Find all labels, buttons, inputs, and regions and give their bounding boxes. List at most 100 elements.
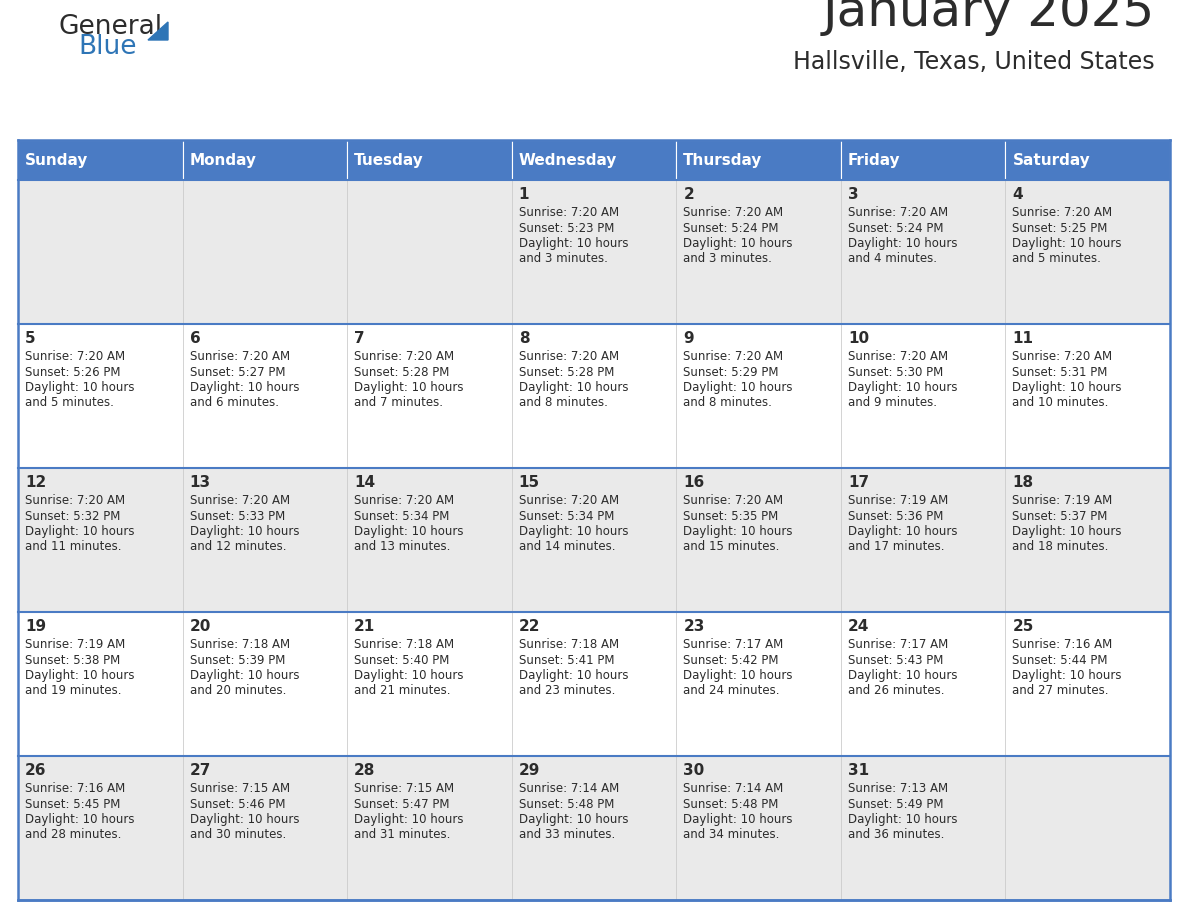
Text: Daylight: 10 hours: Daylight: 10 hours	[1012, 381, 1121, 394]
Text: Daylight: 10 hours: Daylight: 10 hours	[190, 669, 299, 682]
Text: Sunset: 5:34 PM: Sunset: 5:34 PM	[354, 509, 449, 522]
Text: Sunset: 5:35 PM: Sunset: 5:35 PM	[683, 509, 778, 522]
Text: Sunset: 5:41 PM: Sunset: 5:41 PM	[519, 654, 614, 666]
Text: Sunset: 5:47 PM: Sunset: 5:47 PM	[354, 798, 449, 811]
Text: and 15 minutes.: and 15 minutes.	[683, 541, 779, 554]
Text: Sunrise: 7:20 AM: Sunrise: 7:20 AM	[354, 350, 454, 363]
Text: and 27 minutes.: and 27 minutes.	[1012, 685, 1108, 698]
Text: 7: 7	[354, 331, 365, 346]
Bar	[676, 140, 841, 180]
Text: and 14 minutes.: and 14 minutes.	[519, 541, 615, 554]
Text: Daylight: 10 hours: Daylight: 10 hours	[190, 525, 299, 538]
Text: Sunset: 5:36 PM: Sunset: 5:36 PM	[848, 509, 943, 522]
Text: and 12 minutes.: and 12 minutes.	[190, 541, 286, 554]
Text: Sunrise: 7:20 AM: Sunrise: 7:20 AM	[519, 206, 619, 219]
Text: Daylight: 10 hours: Daylight: 10 hours	[25, 525, 134, 538]
Bar	[512, 140, 676, 180]
Text: 6: 6	[190, 331, 201, 346]
Text: and 5 minutes.: and 5 minutes.	[25, 397, 114, 409]
Text: Sunset: 5:27 PM: Sunset: 5:27 PM	[190, 365, 285, 378]
Text: Sunset: 5:37 PM: Sunset: 5:37 PM	[1012, 509, 1107, 522]
Text: Sunset: 5:49 PM: Sunset: 5:49 PM	[848, 798, 943, 811]
Bar	[18, 324, 1170, 468]
Text: Sunrise: 7:20 AM: Sunrise: 7:20 AM	[848, 206, 948, 219]
Text: and 8 minutes.: and 8 minutes.	[519, 397, 607, 409]
Text: Sunset: 5:48 PM: Sunset: 5:48 PM	[683, 798, 778, 811]
Text: Daylight: 10 hours: Daylight: 10 hours	[683, 525, 792, 538]
Text: Sunset: 5:45 PM: Sunset: 5:45 PM	[25, 798, 120, 811]
Text: Sunset: 5:24 PM: Sunset: 5:24 PM	[683, 221, 779, 234]
Text: and 10 minutes.: and 10 minutes.	[1012, 397, 1108, 409]
Text: and 3 minutes.: and 3 minutes.	[519, 252, 607, 265]
Text: Sunday: Sunday	[25, 152, 88, 167]
Text: Hallsville, Texas, United States: Hallsville, Texas, United States	[794, 50, 1155, 74]
Text: Sunset: 5:48 PM: Sunset: 5:48 PM	[519, 798, 614, 811]
Text: Sunset: 5:23 PM: Sunset: 5:23 PM	[519, 221, 614, 234]
Text: Sunset: 5:46 PM: Sunset: 5:46 PM	[190, 798, 285, 811]
Text: Sunset: 5:40 PM: Sunset: 5:40 PM	[354, 654, 449, 666]
Bar	[18, 468, 1170, 612]
Text: Daylight: 10 hours: Daylight: 10 hours	[683, 813, 792, 826]
Text: 1: 1	[519, 187, 529, 202]
Text: Sunrise: 7:20 AM: Sunrise: 7:20 AM	[190, 350, 290, 363]
Text: 5: 5	[25, 331, 36, 346]
Text: Wednesday: Wednesday	[519, 152, 617, 167]
Bar	[841, 140, 1005, 180]
Text: Daylight: 10 hours: Daylight: 10 hours	[354, 381, 463, 394]
Text: Sunrise: 7:14 AM: Sunrise: 7:14 AM	[519, 782, 619, 795]
Text: Saturday: Saturday	[1012, 152, 1091, 167]
Text: Sunrise: 7:20 AM: Sunrise: 7:20 AM	[1012, 350, 1112, 363]
Text: 28: 28	[354, 763, 375, 778]
Text: Daylight: 10 hours: Daylight: 10 hours	[1012, 237, 1121, 250]
Text: Daylight: 10 hours: Daylight: 10 hours	[848, 813, 958, 826]
Text: Sunset: 5:31 PM: Sunset: 5:31 PM	[1012, 365, 1107, 378]
Text: Sunrise: 7:20 AM: Sunrise: 7:20 AM	[683, 494, 783, 507]
Text: and 34 minutes.: and 34 minutes.	[683, 829, 779, 842]
Text: Daylight: 10 hours: Daylight: 10 hours	[354, 669, 463, 682]
Text: Sunset: 5:32 PM: Sunset: 5:32 PM	[25, 509, 120, 522]
Text: Sunset: 5:25 PM: Sunset: 5:25 PM	[1012, 221, 1107, 234]
Text: Sunset: 5:28 PM: Sunset: 5:28 PM	[519, 365, 614, 378]
Text: and 7 minutes.: and 7 minutes.	[354, 397, 443, 409]
Text: Sunrise: 7:20 AM: Sunrise: 7:20 AM	[519, 494, 619, 507]
Bar	[1005, 140, 1170, 180]
Text: 21: 21	[354, 619, 375, 634]
Text: Sunset: 5:34 PM: Sunset: 5:34 PM	[519, 509, 614, 522]
Bar	[183, 140, 347, 180]
Text: Sunset: 5:44 PM: Sunset: 5:44 PM	[1012, 654, 1108, 666]
Text: Sunrise: 7:20 AM: Sunrise: 7:20 AM	[354, 494, 454, 507]
Text: 15: 15	[519, 475, 539, 490]
Text: and 11 minutes.: and 11 minutes.	[25, 541, 121, 554]
Text: Sunrise: 7:13 AM: Sunrise: 7:13 AM	[848, 782, 948, 795]
Text: and 30 minutes.: and 30 minutes.	[190, 829, 286, 842]
Bar	[347, 140, 512, 180]
Text: Daylight: 10 hours: Daylight: 10 hours	[519, 669, 628, 682]
Text: Daylight: 10 hours: Daylight: 10 hours	[190, 813, 299, 826]
Text: Daylight: 10 hours: Daylight: 10 hours	[848, 237, 958, 250]
Text: Sunrise: 7:18 AM: Sunrise: 7:18 AM	[190, 638, 290, 651]
Text: 14: 14	[354, 475, 375, 490]
Text: Daylight: 10 hours: Daylight: 10 hours	[354, 525, 463, 538]
Text: Sunset: 5:28 PM: Sunset: 5:28 PM	[354, 365, 449, 378]
Text: and 19 minutes.: and 19 minutes.	[25, 685, 121, 698]
Text: Sunset: 5:43 PM: Sunset: 5:43 PM	[848, 654, 943, 666]
Text: Daylight: 10 hours: Daylight: 10 hours	[25, 381, 134, 394]
Text: Daylight: 10 hours: Daylight: 10 hours	[190, 381, 299, 394]
Text: 13: 13	[190, 475, 210, 490]
Text: Daylight: 10 hours: Daylight: 10 hours	[1012, 525, 1121, 538]
Text: Sunrise: 7:15 AM: Sunrise: 7:15 AM	[354, 782, 454, 795]
Text: and 23 minutes.: and 23 minutes.	[519, 685, 615, 698]
Text: Sunset: 5:30 PM: Sunset: 5:30 PM	[848, 365, 943, 378]
Text: Sunrise: 7:16 AM: Sunrise: 7:16 AM	[1012, 638, 1113, 651]
Text: Daylight: 10 hours: Daylight: 10 hours	[848, 669, 958, 682]
Text: Sunrise: 7:19 AM: Sunrise: 7:19 AM	[1012, 494, 1113, 507]
Text: and 5 minutes.: and 5 minutes.	[1012, 252, 1101, 265]
Text: and 21 minutes.: and 21 minutes.	[354, 685, 450, 698]
Text: 18: 18	[1012, 475, 1034, 490]
Bar	[18, 140, 183, 180]
Text: 8: 8	[519, 331, 530, 346]
Text: Sunrise: 7:20 AM: Sunrise: 7:20 AM	[848, 350, 948, 363]
Text: and 13 minutes.: and 13 minutes.	[354, 541, 450, 554]
Text: 10: 10	[848, 331, 868, 346]
Text: Sunrise: 7:20 AM: Sunrise: 7:20 AM	[25, 350, 125, 363]
